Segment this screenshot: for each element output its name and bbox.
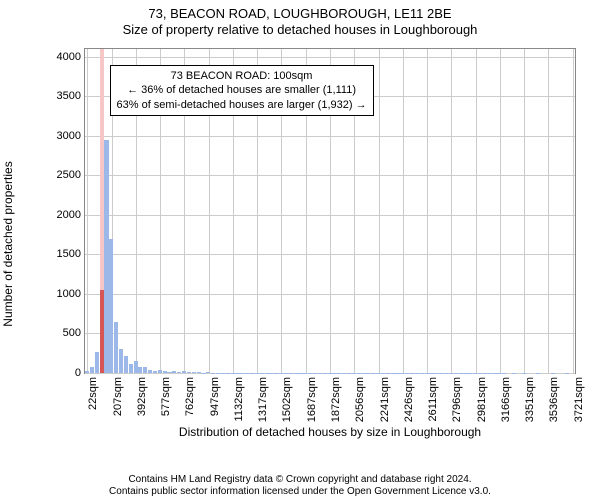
- annotation-line3: 63% of semi-detached houses are larger (…: [117, 98, 367, 112]
- x-tick-label: 1502sqm: [281, 377, 293, 422]
- bar: [206, 372, 210, 373]
- bar: [134, 361, 138, 373]
- annotation-line1: 73 BEACON ROAD: 100sqm: [117, 69, 367, 83]
- x-tick-label: 2241sqm: [379, 377, 391, 422]
- bar: [124, 356, 128, 373]
- bar: [138, 367, 142, 373]
- x-tick-label: 207sqm: [112, 377, 124, 416]
- bar: [197, 372, 201, 373]
- x-tick-label: 1132sqm: [233, 377, 245, 421]
- annotation-box: 73 BEACON ROAD: 100sqm← 36% of detached …: [110, 65, 374, 116]
- x-axis-title: Distribution of detached houses by size …: [179, 425, 481, 439]
- x-tick-label: 1687sqm: [306, 377, 318, 422]
- y-tick-label: 3500: [57, 90, 81, 102]
- y-tick-label: 2500: [57, 169, 81, 181]
- plot-area: Distribution of detached houses by size …: [84, 48, 576, 374]
- bar: [153, 371, 157, 373]
- chart-title: 73, BEACON ROAD, LOUGHBOROUGH, LE11 2BE: [0, 0, 600, 21]
- gridline-v: [403, 49, 404, 373]
- x-tick-label: 3721sqm: [573, 377, 585, 422]
- bar: [109, 239, 113, 373]
- x-tick-label: 2426sqm: [403, 377, 415, 422]
- y-tick-label: 2000: [57, 209, 81, 221]
- gridline-v: [379, 49, 380, 373]
- footer-text: Contains HM Land Registry data © Crown c…: [0, 474, 600, 498]
- bar: [114, 322, 118, 373]
- gridline-v: [548, 49, 549, 373]
- bar: [85, 371, 89, 373]
- bar: [129, 364, 133, 373]
- gridline-v: [451, 49, 452, 373]
- bar: [148, 370, 152, 373]
- x-tick-label: 577sqm: [160, 377, 172, 416]
- gridline-v: [500, 49, 501, 373]
- bar: [177, 372, 181, 373]
- bar-highlight: [100, 290, 104, 373]
- bar: [192, 372, 196, 373]
- y-axis-label: Number of detached properties: [1, 161, 15, 326]
- bar: [187, 372, 191, 373]
- x-tick-label: 2611sqm: [427, 377, 439, 421]
- bar: [119, 349, 123, 373]
- footer-line2: Contains public sector information licen…: [0, 486, 600, 498]
- y-tick-label: 500: [63, 327, 81, 339]
- x-tick-label: 762sqm: [184, 377, 196, 416]
- chart-subtitle: Size of property relative to detached ho…: [0, 21, 600, 37]
- x-tick-label: 1317sqm: [257, 377, 269, 422]
- x-tick-label: 2981sqm: [476, 377, 488, 422]
- x-tick-label: 3351sqm: [524, 377, 536, 422]
- x-tick-label: 3166sqm: [500, 377, 512, 422]
- x-tick-label: 392sqm: [136, 377, 148, 416]
- x-tick-label: 947sqm: [209, 377, 221, 416]
- bar: [167, 372, 171, 373]
- bar: [158, 370, 162, 373]
- bar: [172, 371, 176, 373]
- x-tick-label: 2056sqm: [354, 377, 366, 422]
- y-tick-label: 0: [75, 367, 81, 379]
- x-tick-label: 2796sqm: [451, 377, 463, 422]
- y-tick-label: 3000: [57, 130, 81, 142]
- gridline-v: [427, 49, 428, 373]
- annotation-line2: ← 36% of detached houses are smaller (1,…: [117, 83, 367, 97]
- bar: [90, 367, 94, 373]
- gridline-v: [87, 49, 88, 373]
- y-tick-label: 4000: [57, 51, 81, 63]
- gridline-h: [85, 373, 575, 374]
- y-tick-label: 1000: [57, 288, 81, 300]
- bar: [104, 140, 108, 373]
- gridline-v: [524, 49, 525, 373]
- x-tick-label: 1872sqm: [330, 377, 342, 422]
- bar: [95, 352, 99, 373]
- gridline-v: [573, 49, 574, 373]
- chart-wrap: Number of detached properties Distributi…: [50, 44, 580, 444]
- x-tick-label: 22sqm: [87, 377, 99, 410]
- bar: [143, 367, 147, 373]
- gridline-v: [476, 49, 477, 373]
- chart-container: 73, BEACON ROAD, LOUGHBOROUGH, LE11 2BE …: [0, 0, 600, 500]
- x-tick-label: 3536sqm: [548, 377, 560, 422]
- y-tick-label: 1500: [57, 248, 81, 260]
- bar: [163, 371, 167, 373]
- footer-line1: Contains HM Land Registry data © Crown c…: [0, 474, 600, 486]
- bar: [182, 371, 186, 373]
